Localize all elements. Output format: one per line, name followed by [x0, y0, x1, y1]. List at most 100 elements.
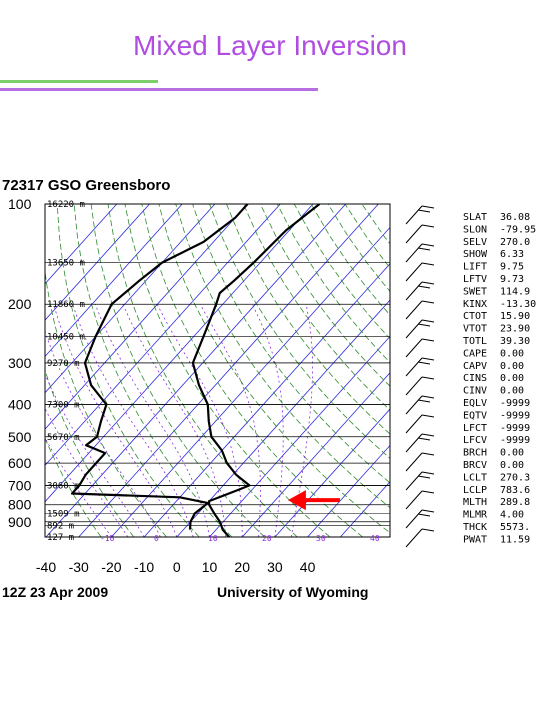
stat-value: 0.00 [500, 348, 524, 359]
stat-label: LFTV [463, 274, 487, 285]
moist-adiabat [122, 304, 227, 537]
pressure-tick-label: 800 [8, 497, 32, 513]
stat-label: THCK [463, 522, 487, 533]
wind-barb [405, 452, 435, 472]
wind-barb [405, 528, 435, 548]
stat-value: 39.30 [500, 336, 530, 347]
stat-value: 0.00 [500, 373, 524, 384]
stat-value: 289.8 [500, 497, 530, 508]
temperature-tick-label: -10 [134, 559, 154, 575]
stat-label: BRCV [463, 460, 487, 471]
wind-barb [405, 338, 435, 358]
moist-adiabat [156, 304, 243, 537]
stat-value: 23.90 [500, 324, 530, 335]
height-label: 7300 m [47, 400, 80, 410]
stat-label: TOTL [463, 336, 487, 347]
isotherm-line [45, 204, 314, 503]
stat-label: LFCV [463, 435, 487, 446]
isotherm-line [45, 204, 216, 394]
stat-label: CINV [463, 386, 487, 397]
height-labels: 16220 m 13650 m 11860 m 10450 m 9270 m 7300 m… [47, 200, 85, 543]
moist-adiabat [45, 373, 145, 537]
height-label: 892 m [47, 522, 74, 532]
stat-label: LCLT [463, 472, 487, 483]
sounding-indices: SLAT 36.08 SLON -79.95 SELV 270.0 SHOW 6.33 LIFT… [463, 212, 536, 545]
bottom-row-label: 40 [370, 534, 380, 543]
bottom-row-label: 0 [154, 534, 159, 543]
stat-value: 9.73 [500, 274, 524, 285]
bottom-row-label: -10 [100, 534, 115, 543]
isotherm-line [45, 204, 118, 285]
stat-label: MLMR [463, 510, 488, 521]
pressure-tick-label: 500 [8, 429, 32, 445]
plot-area [44, 203, 391, 538]
wind-barb [405, 395, 435, 415]
observation-time: 12Z 23 Apr 2009 [2, 584, 108, 600]
stat-value: 4.00 [500, 510, 524, 521]
wind-barb [405, 262, 435, 282]
title-underline-purple [0, 88, 318, 91]
stat-value: 0.00 [500, 386, 524, 397]
moist-adiabat [199, 304, 261, 537]
bottom-row-labels: -10 0 10 20 30 40 [100, 534, 380, 543]
height-label: 1509 m [47, 509, 80, 519]
stat-value: -9999 [500, 423, 530, 434]
pressure-tick-label: 700 [8, 477, 32, 493]
temperature-axis: -40 -30 -20 -10 0 10 20 30 40 [36, 559, 316, 575]
stat-label: PWAT [463, 534, 487, 545]
stat-value: 15.90 [500, 311, 530, 322]
dewpoint-trace [71, 204, 249, 530]
temperature-tick-label: -40 [36, 559, 56, 575]
isotherm-line [45, 204, 150, 321]
height-label: 9270 m [47, 359, 80, 369]
stat-label: SLON [463, 224, 487, 235]
isotherm-line [307, 444, 390, 537]
isotherm-line [111, 226, 390, 537]
stat-value: 0.00 [500, 361, 524, 372]
isotherm-line [209, 335, 390, 537]
temperature-tick-label: 40 [300, 559, 316, 575]
wind-barb [405, 357, 435, 377]
temperature-trace [191, 204, 321, 537]
isotherm-line [45, 204, 281, 467]
plot-frame [44, 203, 391, 538]
isotherm-line [143, 263, 390, 537]
dry-adiabat [209, 204, 390, 459]
dry-adiabat [243, 204, 390, 411]
isotherm-line [176, 299, 390, 537]
moist-adiabat [94, 304, 210, 537]
wind-barb [405, 224, 435, 244]
stat-label: CINS [463, 373, 487, 384]
height-label: 10450 m [47, 333, 85, 343]
temperature-tick-label: -20 [101, 559, 121, 575]
temperature-tick-label: -30 [69, 559, 89, 575]
wind-barb [405, 471, 435, 491]
wind-barb [405, 509, 435, 529]
arrow-head [287, 490, 306, 511]
adiabat-grid [45, 204, 390, 537]
chart-title: 72317 GSO Greensboro [2, 177, 170, 194]
temperature-tick-label: 0 [173, 559, 181, 575]
wind-barb [405, 281, 435, 301]
wind-barb [405, 490, 435, 510]
stat-label: LIFT [463, 262, 487, 273]
height-label: 5670 m [47, 433, 80, 443]
dry-adiabat [141, 204, 363, 537]
stat-value: 270.3 [500, 472, 530, 483]
height-label: 3060 m [47, 481, 80, 491]
stat-label: SHOW [463, 249, 488, 260]
stat-value: -9999 [500, 435, 530, 446]
temperature-tick-label: 30 [267, 559, 283, 575]
stat-value: 5573. [500, 522, 530, 533]
dry-adiabat [259, 204, 390, 387]
source-credit: University of Wyoming [217, 584, 368, 600]
pressure-tick-label: 200 [8, 296, 32, 312]
pressure-tick-label: 300 [8, 355, 32, 371]
stat-value: 6.33 [500, 249, 524, 260]
slide-title: Mixed Layer Inversion [133, 30, 407, 61]
pressure-tick-label: 100 [8, 196, 32, 212]
stat-value: 36.08 [500, 212, 530, 223]
bottom-row-label: 10 [208, 534, 218, 543]
annotation-arrow [287, 490, 340, 511]
